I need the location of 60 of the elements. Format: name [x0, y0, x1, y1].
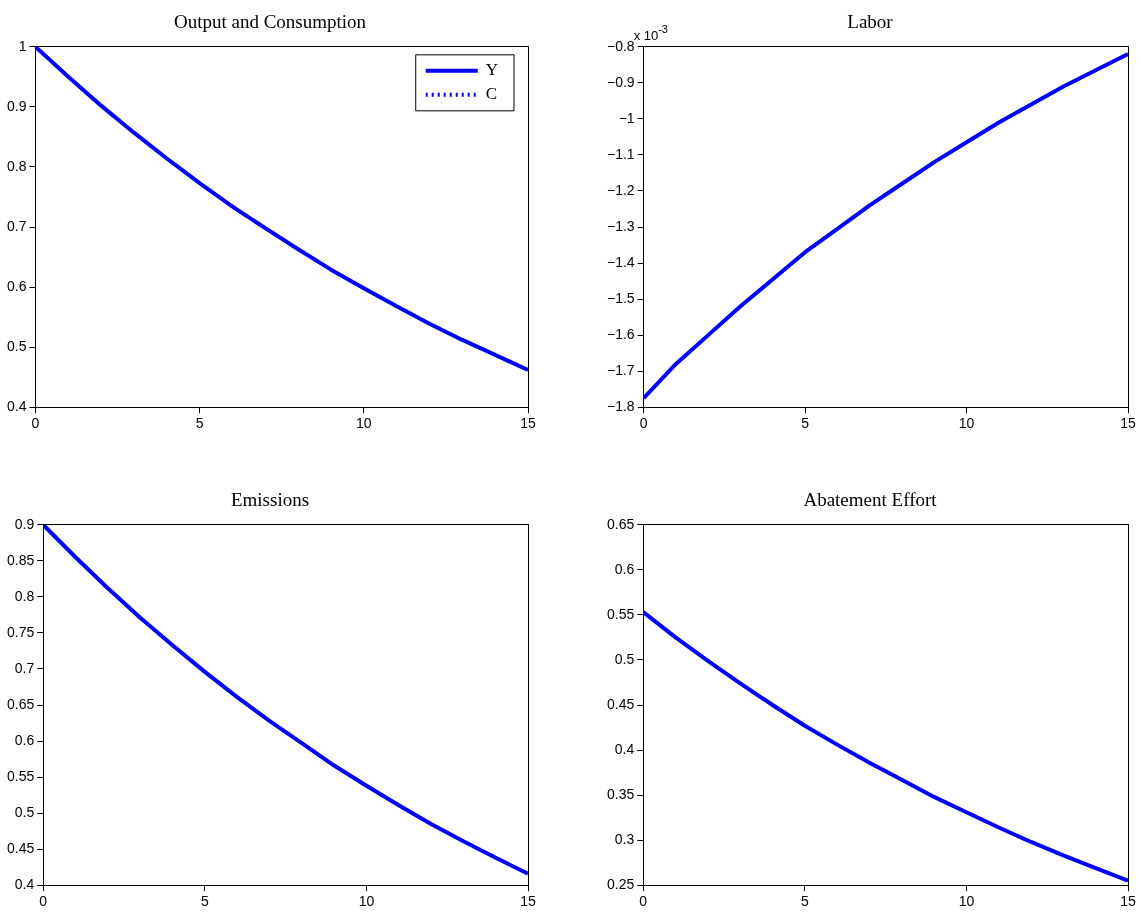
chart-title: Abatement Effort	[803, 489, 938, 511]
y-tick-label: 0.4	[14, 876, 35, 893]
y-tick-label: 0.65	[7, 695, 35, 712]
y-tick-label: −1.2	[607, 181, 635, 198]
y-tick-label: 0.55	[7, 767, 35, 784]
chart-title: Emissions	[230, 489, 310, 511]
x-tick-label: 5	[801, 415, 810, 432]
chart-title: Output and Consumption	[173, 11, 367, 33]
y-tick-label: −1.1	[607, 145, 635, 162]
x-tick-label: 5	[800, 893, 809, 910]
y-tick-label: 0.65	[607, 515, 635, 532]
y-tick-label: 0.7	[14, 659, 35, 676]
y-tick-label: 0.5	[14, 803, 35, 820]
y-tick-label: 0.3	[614, 831, 635, 848]
y-tick-label: 0.6	[6, 277, 27, 294]
legend-label: C	[485, 84, 498, 104]
x-tick-label: 0	[639, 893, 648, 910]
x-tick-label: 15	[520, 893, 536, 910]
legend-label: Y	[485, 60, 498, 80]
y-tick-label: 0.5	[6, 337, 27, 354]
y-tick-label: 0.55	[607, 605, 635, 622]
y-tick-label: 0.8	[14, 587, 35, 604]
y-tick-label: 0.45	[7, 840, 35, 857]
x-tick-label: 15	[1120, 893, 1136, 910]
x-tick-label: 10	[358, 893, 375, 910]
y-tick-label: 0.85	[7, 551, 35, 568]
y-tick-label: 0.8	[6, 157, 27, 174]
y-tick-label: −1.4	[607, 253, 635, 270]
y-tick-label: 0.25	[607, 876, 635, 893]
x-tick-label: 5	[200, 893, 209, 910]
chart-title: Labor	[847, 11, 894, 33]
y-tick-label: −1.6	[607, 325, 635, 342]
y-tick-label: 0.6	[614, 560, 635, 577]
y-tick-label: −0.8	[607, 37, 635, 54]
x-tick-label: 0	[39, 893, 48, 910]
x-tick-label: 10	[356, 415, 372, 432]
y-tick-label: 0.4	[614, 740, 635, 757]
x-tick-label: 15	[520, 415, 536, 432]
y-tick-label: −1.7	[607, 362, 635, 379]
y-tick-label: −1.8	[607, 398, 635, 415]
y-tick-label: 1	[18, 37, 27, 54]
y-tick-label: −1	[618, 109, 635, 126]
x-tick-label: 10	[958, 893, 975, 910]
y-tick-label: 0.6	[14, 731, 35, 748]
x-tick-label: 15	[1120, 415, 1136, 432]
y-tick-label: 0.35	[607, 785, 635, 802]
y-tick-label: 0.5	[614, 650, 635, 667]
x-tick-label: 0	[31, 415, 40, 432]
y-tick-label: 0.45	[607, 695, 635, 712]
y-tick-label: −0.9	[607, 73, 635, 90]
y-tick-label: 0.4	[6, 398, 27, 415]
y-tick-label: 0.75	[7, 623, 35, 640]
y-tick-label: 0.7	[6, 217, 27, 234]
x-tick-label: 0	[639, 415, 648, 432]
x-tick-label: 5	[195, 415, 204, 432]
y-tick-label: 0.9	[14, 515, 35, 532]
y-tick-label: 0.9	[6, 97, 27, 114]
y-tick-label: −1.5	[607, 289, 635, 306]
y-tick-label: −1.3	[607, 217, 635, 234]
x-tick-label: 10	[958, 415, 975, 432]
